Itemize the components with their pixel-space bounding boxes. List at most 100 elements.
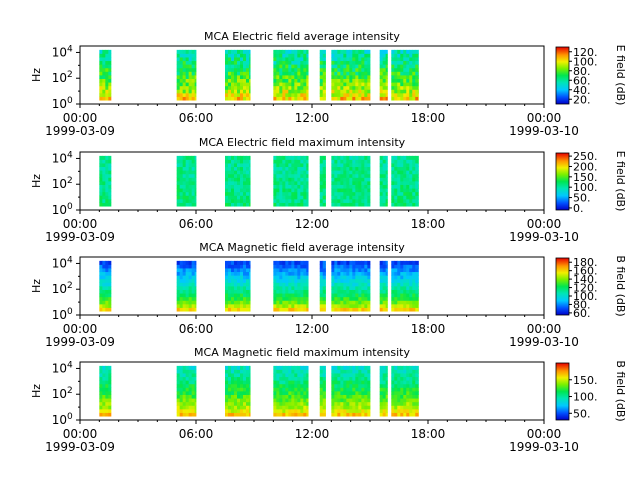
spectrogram-cell <box>394 170 398 175</box>
spectrogram-cell <box>322 391 326 395</box>
spectrogram-cell <box>234 96 238 101</box>
spectrogram-cell <box>364 92 368 97</box>
spectrogram-cell <box>294 188 298 193</box>
spectrogram-cell <box>285 369 289 374</box>
spectrogram-cell <box>234 408 238 413</box>
spectrogram-cell <box>194 177 197 182</box>
spectrogram-cell <box>276 271 280 276</box>
spectrogram-cell <box>282 369 286 374</box>
spectrogram-cell <box>306 268 309 273</box>
spectrogram-cell <box>303 275 307 280</box>
spectrogram-cell <box>346 155 350 160</box>
spectrogram-cell <box>391 181 395 185</box>
spectrogram-cell <box>400 275 404 280</box>
spectrogram-cell <box>412 53 416 58</box>
spectrogram-cell <box>297 303 301 308</box>
spectrogram-cell <box>346 198 350 203</box>
spectrogram-cell <box>191 293 196 298</box>
spectrogram-cell <box>364 85 368 90</box>
spectrogram-cell <box>361 202 365 207</box>
spectrogram-cell <box>382 394 387 399</box>
spectrogram-cell <box>406 181 410 185</box>
spectrogram-cell <box>406 373 410 378</box>
spectrogram-cell <box>352 166 356 171</box>
spectrogram-cell <box>102 286 106 290</box>
spectrogram-cell <box>276 195 280 200</box>
spectrogram-cell <box>403 286 407 290</box>
spectrogram-cell <box>297 383 301 388</box>
spectrogram-cell <box>188 307 193 312</box>
spectrogram-cell <box>294 365 298 370</box>
spectrogram-cell <box>185 89 190 94</box>
spectrogram-cell <box>288 278 292 283</box>
spectrogram-cell <box>179 92 184 97</box>
spectrogram-cell <box>291 303 295 308</box>
spectrogram-cell <box>340 85 344 90</box>
spectrogram-cell <box>243 170 247 175</box>
spectrogram-cell <box>412 64 416 69</box>
spectrogram-cell <box>294 369 298 374</box>
spectrogram-cell <box>391 387 395 392</box>
spectrogram-cell <box>294 75 298 79</box>
spectrogram-cell <box>300 286 304 290</box>
spectrogram-cell <box>391 289 395 294</box>
spectrogram-cell <box>337 387 341 392</box>
spectrogram-cell <box>331 198 335 203</box>
spectrogram-cell <box>397 398 401 403</box>
spectrogram-cell <box>331 380 335 385</box>
spectrogram-cell <box>231 159 235 164</box>
spectrogram-cell <box>240 173 244 178</box>
spectrogram-cell <box>394 264 398 269</box>
spectrogram-cell <box>346 49 350 54</box>
spectrogram-cell <box>394 177 398 182</box>
spectrogram-cell <box>322 60 326 65</box>
y-tick-exponent: 4 <box>67 255 73 265</box>
spectrogram-cell <box>237 278 241 283</box>
spectrogram-cell <box>279 191 283 196</box>
spectrogram-cell <box>358 92 362 97</box>
spectrogram-cell <box>273 78 277 83</box>
spectrogram-cell <box>382 96 387 101</box>
spectrogram-cell <box>288 412 292 417</box>
spectrogram-cell <box>334 307 338 312</box>
spectrogram-cell <box>343 376 347 381</box>
spectrogram-cell <box>361 387 365 392</box>
spectrogram-cell <box>403 49 407 54</box>
spectrogram-cell <box>397 159 401 164</box>
spectrogram-cell <box>179 75 184 79</box>
y-tick-exponent: 0 <box>67 412 73 422</box>
spectrogram-cell <box>322 173 326 178</box>
spectrogram-cell <box>300 75 304 79</box>
spectrogram-cell <box>99 387 103 392</box>
spectrogram-cell <box>240 387 244 392</box>
spectrogram-cell <box>346 408 350 413</box>
spectrogram-cell <box>367 71 371 76</box>
spectrogram-cell <box>288 289 292 294</box>
spectrogram-cell <box>188 96 193 101</box>
spectrogram-cell <box>105 181 109 185</box>
spectrogram-cell <box>397 57 401 62</box>
spectrogram-cell <box>188 387 193 392</box>
y-tick-exponent: 2 <box>67 70 73 80</box>
spectrogram-cell <box>331 49 335 54</box>
spectrogram-cell <box>385 202 388 207</box>
spectrogram-cell <box>240 78 244 83</box>
spectrogram-cell <box>108 394 112 399</box>
spectrogram-cell <box>364 296 368 301</box>
spectrogram-cell <box>273 383 277 388</box>
spectrogram-cell <box>340 163 344 168</box>
spectrogram-cell <box>340 300 344 305</box>
spectrogram-cell <box>397 75 401 79</box>
colorbar-tick-label: 60. <box>573 307 591 320</box>
spectrogram-cell <box>249 67 251 72</box>
spectrogram-cell <box>185 53 190 58</box>
spectrogram-cell <box>319 85 324 90</box>
spectrogram-cell <box>246 57 250 62</box>
spectrogram-cell <box>99 198 103 203</box>
spectrogram-cell <box>176 289 181 294</box>
spectrogram-cell <box>240 191 244 196</box>
spectrogram-cell <box>337 365 341 370</box>
spectrogram-cell <box>291 380 295 385</box>
spectrogram-cell <box>412 181 416 185</box>
